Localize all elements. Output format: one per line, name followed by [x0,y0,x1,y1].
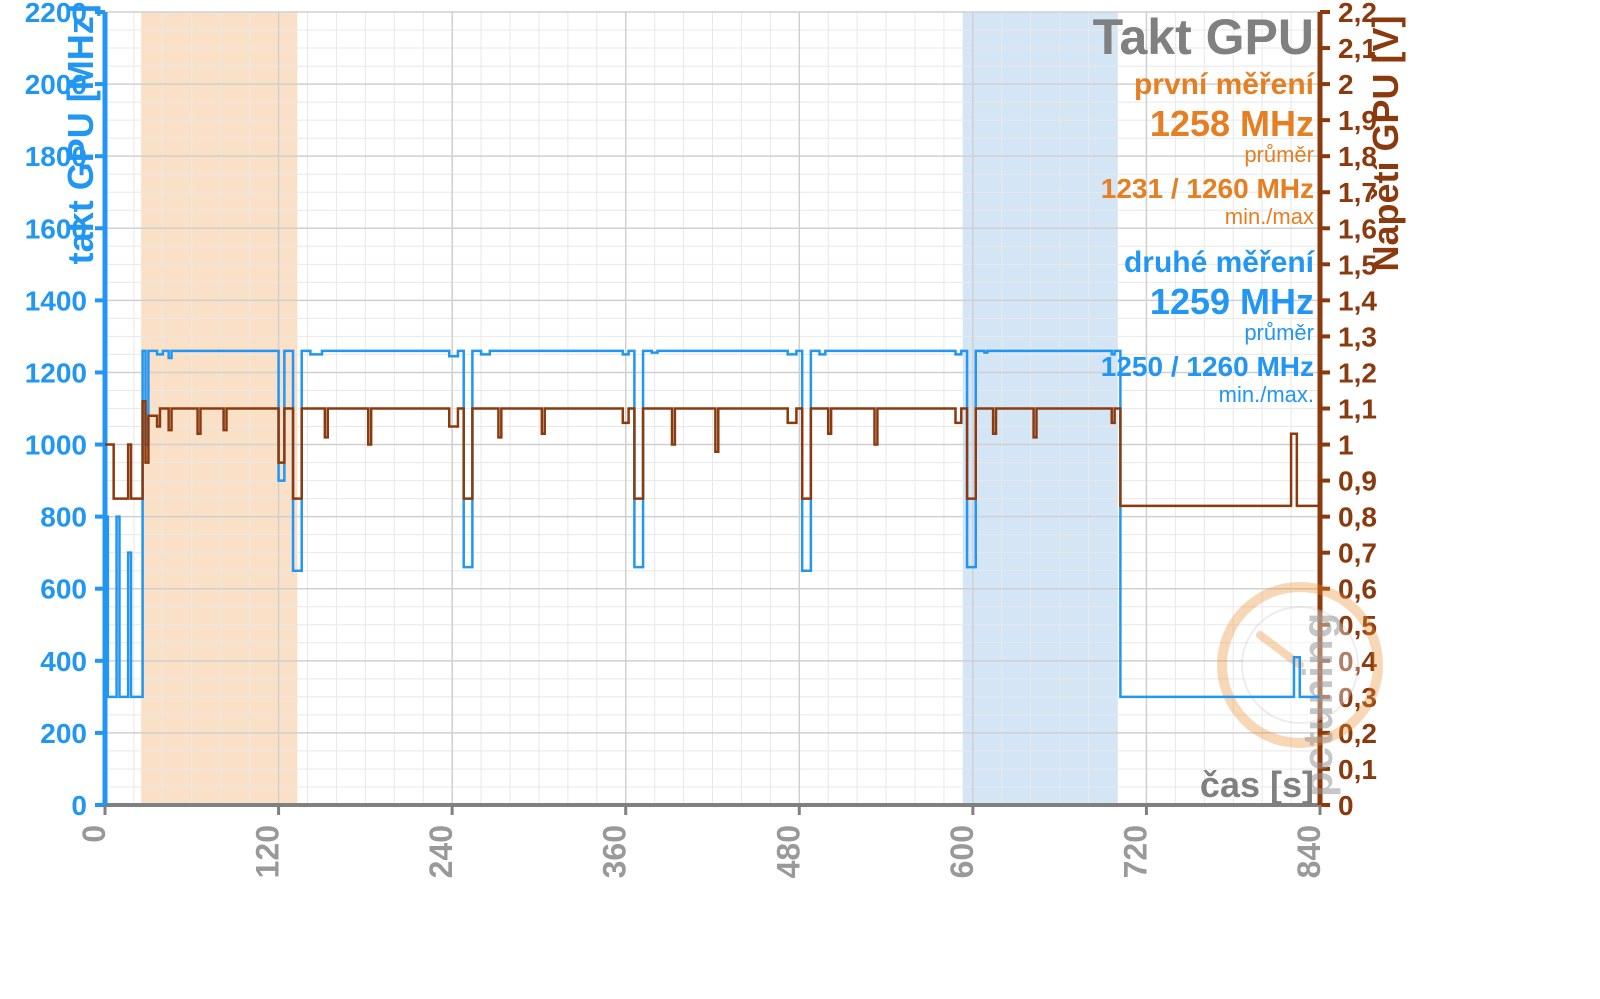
x-tick-label: 120 [250,825,286,878]
annotation-first-value: 1258 MHz [1150,103,1314,144]
y-right-tick-label: 0,1 [1338,754,1377,785]
y-left-tick-label: 800 [40,502,87,533]
annotation-first-header: první měření [1134,68,1316,101]
y-right-tick-label: 1,1 [1338,394,1377,425]
x-tick-label: 720 [1117,825,1153,878]
annotation-first-sub2: min./max [1225,204,1314,229]
y-left-tick-label: 1400 [25,285,87,316]
y-right-tick-label: 1,3 [1338,321,1377,352]
y-right-tick-label: 1 [1338,430,1354,461]
y-left-axis-label: takt GPU [MHz] [60,4,101,264]
y-left-tick-label: 0 [71,790,87,821]
annotation-first-minmax: 1231 / 1260 MHz [1101,173,1314,204]
annotation-second-sub1: průměr [1244,320,1314,345]
x-tick-label: 240 [423,825,459,878]
y-right-tick-label: 0,7 [1338,538,1377,569]
y-left-tick-label: 1000 [25,430,87,461]
y-right-axis-label: Napětí GPU [V] [1365,15,1406,271]
y-left-tick-label: 400 [40,646,87,677]
annotation-second-header: druhé měření [1124,246,1316,279]
chart-container: { "canvas": { "width": 1600, "height": 9… [0,0,1600,999]
x-tick-label: 840 [1291,825,1327,878]
y-right-tick-label: 0,9 [1338,466,1377,497]
chart-svg: 0200400600800100012001400160018002000220… [0,0,1600,999]
x-tick-label: 480 [770,825,806,878]
x-tick-label: 600 [944,825,980,878]
y-right-tick-label: 0,8 [1338,502,1377,533]
x-tick-label: 360 [597,825,633,878]
y-right-tick-label: 2 [1338,69,1354,100]
annotation-first-sub1: průměr [1244,142,1314,167]
y-left-tick-label: 1200 [25,357,87,388]
y-right-tick-label: 1,4 [1338,285,1377,316]
y-right-tick-label: 1,2 [1338,357,1377,388]
annotation-second-sub2: min./max. [1219,382,1314,407]
chart-title: Takt GPU [1093,9,1314,65]
annotation-second-value: 1259 MHz [1150,281,1314,322]
y-left-tick-label: 600 [40,574,87,605]
annotation-second-minmax: 1250 / 1260 MHz [1101,351,1314,382]
y-left-tick-label: 200 [40,718,87,749]
x-axis-label: čas [s] [1200,764,1314,805]
x-tick-label: 0 [76,825,112,843]
